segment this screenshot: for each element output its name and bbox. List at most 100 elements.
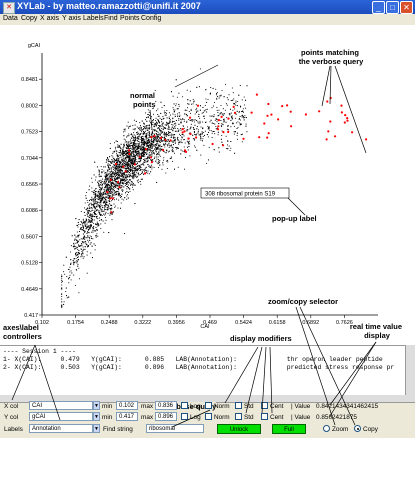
normal-point <box>61 295 63 297</box>
plot-area[interactable]: 0.102 0.1754 0.2488 0.3222 0.3956 0.469 0.5424… <box>0 25 415 345</box>
normal-point <box>102 210 104 212</box>
normal-point <box>151 155 153 157</box>
normal-point <box>147 125 149 127</box>
normal-point <box>146 156 149 159</box>
normal-point <box>128 145 131 147</box>
menu-config[interactable]: Config <box>141 15 162 22</box>
normal-point <box>108 164 110 166</box>
normal-point <box>178 133 181 135</box>
normal-point <box>90 252 92 254</box>
close-button[interactable]: ✕ <box>400 1 413 14</box>
normal-point <box>183 168 186 170</box>
normal-point <box>73 264 75 266</box>
normal-point <box>206 108 208 110</box>
normal-point <box>157 115 159 117</box>
normal-point <box>173 109 175 111</box>
normal-point <box>152 113 155 115</box>
normal-point <box>241 99 243 101</box>
normal-point <box>82 257 84 259</box>
normal-point <box>76 231 78 233</box>
normal-point <box>139 138 141 141</box>
menu-points[interactable]: Points <box>120 15 140 22</box>
normal-point <box>98 192 100 194</box>
normal-point <box>122 148 124 150</box>
normal-point <box>97 218 99 220</box>
normal-point <box>127 180 129 182</box>
menu-x-axis[interactable]: X axis <box>40 15 60 22</box>
normal-point <box>190 108 192 110</box>
normal-point <box>181 134 183 136</box>
normal-point <box>159 139 161 141</box>
normal-point <box>141 129 143 131</box>
menu-copy[interactable]: Copy <box>21 15 38 22</box>
menu-labels[interactable]: Labels <box>83 15 104 22</box>
normal-point <box>117 173 119 175</box>
normal-point <box>155 117 157 119</box>
normal-point <box>207 98 209 100</box>
normal-point <box>149 165 151 167</box>
normal-point <box>128 175 130 177</box>
normal-point <box>174 109 176 111</box>
normal-point <box>105 161 107 164</box>
normal-point <box>221 130 223 132</box>
normal-point <box>78 223 80 225</box>
menu-find[interactable]: Find <box>104 15 118 22</box>
normal-point <box>219 112 222 114</box>
normal-point <box>187 103 189 105</box>
normal-point <box>110 190 112 192</box>
normal-point <box>75 252 77 254</box>
normal-point <box>123 199 125 201</box>
normal-point <box>112 185 114 187</box>
scatter-plot[interactable]: 0.102 0.1754 0.2488 0.3222 0.3956 0.469 0.5424… <box>0 25 415 345</box>
normal-point <box>75 257 77 260</box>
normal-point <box>137 168 139 171</box>
normal-point <box>114 205 117 207</box>
normal-point <box>109 172 111 175</box>
normal-point <box>171 128 173 131</box>
normal-point <box>120 156 122 158</box>
menu-data[interactable]: Data <box>3 15 18 22</box>
normal-point <box>168 135 170 137</box>
title-bar[interactable]: ✕ XYLab - by matteo.ramazzotti@unifi.it … <box>0 0 415 14</box>
menu-y-axis[interactable]: Y axis <box>62 15 81 22</box>
normal-point <box>203 117 205 119</box>
normal-point <box>101 171 103 173</box>
normal-point <box>114 199 116 201</box>
normal-point <box>134 172 136 174</box>
normal-point <box>207 136 209 138</box>
normal-point <box>129 173 132 175</box>
normal-point <box>86 254 88 256</box>
normal-point <box>221 126 223 128</box>
normal-point <box>161 125 163 127</box>
normal-point <box>162 118 164 120</box>
normal-point <box>67 296 69 298</box>
normal-point <box>101 171 103 173</box>
normal-point <box>186 140 188 142</box>
normal-point <box>80 254 82 256</box>
normal-point <box>96 195 98 197</box>
normal-point <box>183 146 185 148</box>
normal-point <box>94 244 96 246</box>
normal-point <box>228 145 230 147</box>
normal-point <box>215 88 217 90</box>
normal-point <box>216 92 218 94</box>
normal-point <box>108 199 111 201</box>
normal-point <box>89 207 91 210</box>
normal-point <box>161 127 163 130</box>
normal-point <box>120 158 123 160</box>
normal-point <box>234 108 236 110</box>
normal-point <box>84 238 86 240</box>
normal-point <box>175 103 177 105</box>
normal-point <box>161 106 163 108</box>
normal-point <box>158 137 160 139</box>
normal-point <box>74 284 77 286</box>
normal-point <box>63 301 65 303</box>
normal-point <box>168 144 170 146</box>
maximize-button[interactable]: □ <box>386 1 399 14</box>
normal-point <box>84 232 86 234</box>
normal-point <box>61 284 63 286</box>
minimize-button[interactable]: _ <box>372 1 385 14</box>
normal-point <box>244 117 246 119</box>
